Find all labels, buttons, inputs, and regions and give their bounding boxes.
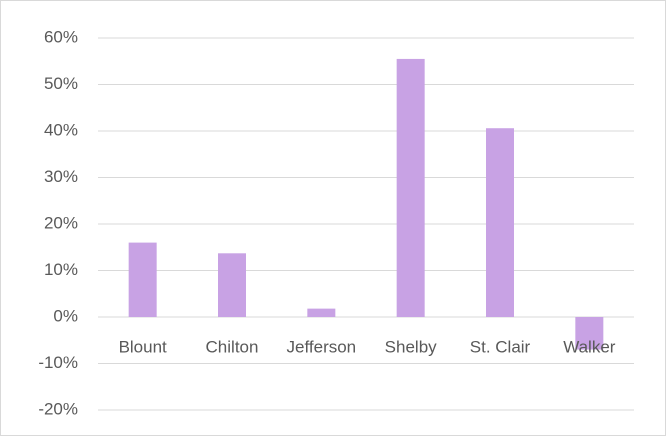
y-tick-label: 0% [53,306,78,325]
y-tick-label: 20% [44,213,78,232]
y-tick-label: 40% [44,120,78,139]
x-tick-label: Walker [563,337,616,356]
bar [486,128,514,317]
y-tick-label: 30% [44,167,78,186]
bar [575,317,604,350]
bar [128,242,157,317]
x-tick-label: Jefferson [287,337,357,356]
bar [307,308,336,317]
y-tick-label: 60% [44,27,78,46]
y-tick-label: -10% [38,353,78,372]
y-tick-label: 50% [44,74,78,93]
x-tick-label: Chilton [206,337,259,356]
x-tick-label: Shelby [385,337,437,356]
y-tick-label: -20% [38,399,78,418]
bar [218,253,246,317]
y-tick-label: 10% [44,260,78,279]
bar [396,58,425,318]
x-tick-label: St. Clair [470,337,531,356]
x-tick-label: Blount [119,337,167,356]
